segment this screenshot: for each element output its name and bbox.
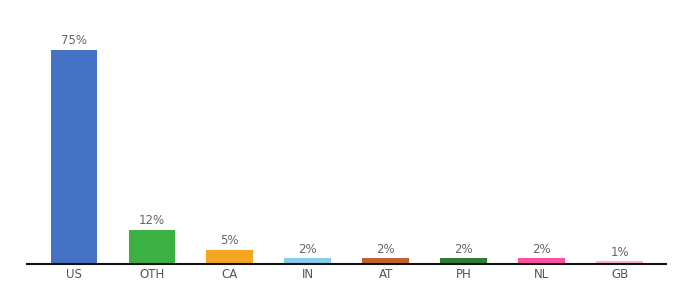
Text: 2%: 2%: [299, 243, 317, 256]
Text: 2%: 2%: [532, 243, 551, 256]
Bar: [284, 258, 331, 264]
Text: 75%: 75%: [61, 34, 87, 47]
Bar: [518, 258, 565, 264]
Bar: [50, 50, 97, 264]
Bar: [129, 230, 175, 264]
Text: 5%: 5%: [220, 234, 239, 248]
Text: 2%: 2%: [454, 243, 473, 256]
Bar: [207, 250, 253, 264]
Bar: [362, 258, 409, 264]
Text: 1%: 1%: [611, 246, 629, 259]
Text: 2%: 2%: [377, 243, 395, 256]
Text: 12%: 12%: [139, 214, 165, 227]
Bar: [596, 261, 643, 264]
Bar: [441, 258, 487, 264]
